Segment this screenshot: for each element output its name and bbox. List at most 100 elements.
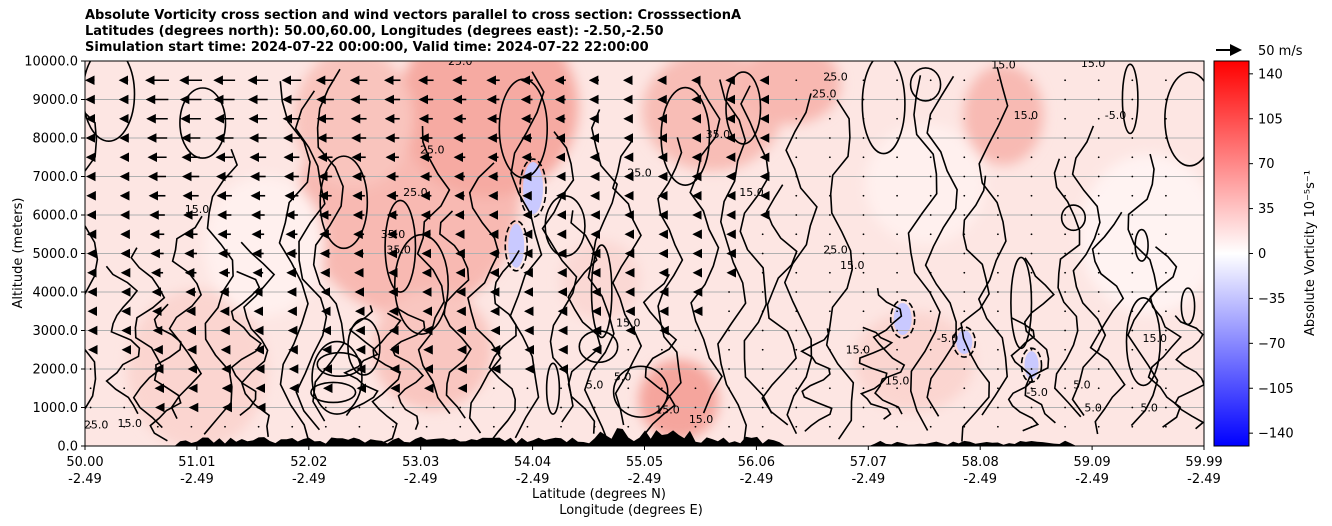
contour-labels: 25.0 15.0 15.0 25.0 25.0 15.0 -5.0 35.0 25.0 25.0… — [85, 61, 1167, 432]
wind-vector — [795, 329, 798, 332]
x-tick-label-lat: 54.04 — [514, 455, 551, 470]
vorticity-blob — [372, 289, 493, 410]
wind-vector — [1097, 329, 1100, 332]
wind-vector — [996, 214, 999, 216]
wind-vector — [761, 291, 764, 293]
contour-line — [240, 241, 276, 437]
y-tick-label: 0.0 — [57, 440, 78, 455]
wind-vector — [996, 194, 999, 197]
wind-vector — [1030, 233, 1033, 236]
wind-vector — [996, 117, 999, 120]
wind-vector — [862, 329, 865, 332]
wind-vector — [828, 387, 831, 390]
x-tick-label-lat: 52.02 — [290, 455, 327, 470]
wind-vector — [1030, 79, 1033, 82]
wind-vector — [392, 406, 394, 409]
contour-label: 25.0 — [420, 143, 445, 156]
wind-vector — [1165, 156, 1167, 159]
contour-loop — [310, 381, 357, 404]
wind-vector — [1097, 348, 1100, 351]
wind-vector — [627, 348, 630, 351]
contour-loop — [1010, 256, 1033, 350]
contour-line — [960, 175, 991, 442]
x-axis: 50.00 -2.49 51.01 -2.49 52.02 -2.49 53.03 -2.49… — [66, 446, 1223, 487]
contour-loop — [909, 67, 942, 102]
wind-vector — [896, 368, 898, 370]
wind-vector — [761, 425, 764, 428]
wind-vector — [1097, 137, 1100, 139]
wind-vector — [896, 156, 898, 159]
contour-line — [1174, 315, 1204, 430]
wind-vector — [1064, 387, 1067, 390]
y-tick-label: 7000.0 — [33, 170, 79, 185]
wind-vector — [492, 406, 495, 409]
wind-vector — [996, 233, 999, 236]
wind-vector — [123, 406, 126, 409]
wind-vector — [324, 425, 327, 428]
wind-vector — [963, 214, 966, 216]
y-tick-label: 9000.0 — [33, 93, 79, 108]
wind-vector — [728, 329, 730, 332]
wind-vector — [795, 117, 798, 120]
contour-label: 15.0 — [1014, 109, 1039, 122]
contour-line — [657, 137, 684, 414]
wind-vector — [1064, 156, 1067, 159]
x-tick-label-lat: 59.99 — [1185, 455, 1222, 470]
contour-label: 25.0 — [403, 186, 428, 199]
contour-line — [1089, 211, 1126, 435]
x-tick-label-lat: 56.06 — [738, 455, 775, 470]
wind-vector — [392, 425, 394, 428]
wind-vector — [929, 406, 932, 409]
wind-vector — [929, 425, 932, 428]
x-tick-label-lat: 50.00 — [66, 455, 103, 470]
vorticity-blob — [398, 61, 579, 198]
wind-vector — [459, 425, 462, 428]
contour-line — [416, 125, 451, 415]
contour-label: 5.0 — [1084, 401, 1102, 414]
wind-vector — [896, 137, 898, 139]
wind-vector — [828, 271, 831, 274]
wind-vector — [795, 348, 798, 351]
wind-vector — [593, 387, 596, 390]
wind-vector — [1097, 156, 1100, 159]
x-tick-label-lon: -2.49 — [740, 472, 774, 487]
contour-label: 15.0 — [840, 259, 865, 272]
wind-vector — [862, 233, 865, 236]
wind-vector — [1064, 348, 1067, 351]
wind-vector — [929, 156, 932, 159]
wind-vector — [1165, 406, 1167, 409]
negative-contour — [504, 220, 529, 272]
contour-loop — [725, 71, 762, 145]
wind-vector — [728, 368, 730, 370]
wind-vector — [828, 194, 831, 197]
colorbar-tick-label: 35 — [1258, 202, 1275, 217]
wind-vector — [1030, 271, 1033, 274]
wind-vector — [190, 425, 193, 428]
wind-vector — [156, 425, 159, 428]
wind-vector — [795, 310, 798, 313]
y-tick-label: 8000.0 — [33, 132, 79, 147]
wind-vector — [996, 291, 999, 293]
wind-vector — [862, 368, 865, 370]
colorbar-tick-label: 70 — [1258, 157, 1275, 172]
wind-vector — [828, 368, 831, 370]
wind-vector — [1030, 310, 1033, 313]
colorbar: 140 105 70 35 0 −35 −70 −105 −140 Absolute Vorti… — [1213, 60, 1318, 447]
wind-vector — [694, 387, 697, 390]
wind-key-label: 50 m/s — [1258, 44, 1303, 59]
wind-vector — [963, 387, 966, 390]
x-tick-label-lon: -2.49 — [963, 472, 997, 487]
contour-loop — [347, 317, 381, 376]
wind-vector — [526, 387, 529, 390]
wind-vector — [963, 98, 966, 101]
colorbar-gradient — [1213, 60, 1250, 447]
wind-vector — [291, 425, 294, 428]
wind-vector — [761, 406, 764, 409]
wind-vector — [1064, 214, 1067, 216]
contour-loop — [1180, 287, 1196, 326]
wind-vector — [89, 425, 92, 428]
vorticity-blob — [1079, 154, 1204, 315]
wind-vector — [828, 79, 831, 82]
wind-vector — [828, 291, 831, 293]
wind-vector — [694, 425, 697, 428]
